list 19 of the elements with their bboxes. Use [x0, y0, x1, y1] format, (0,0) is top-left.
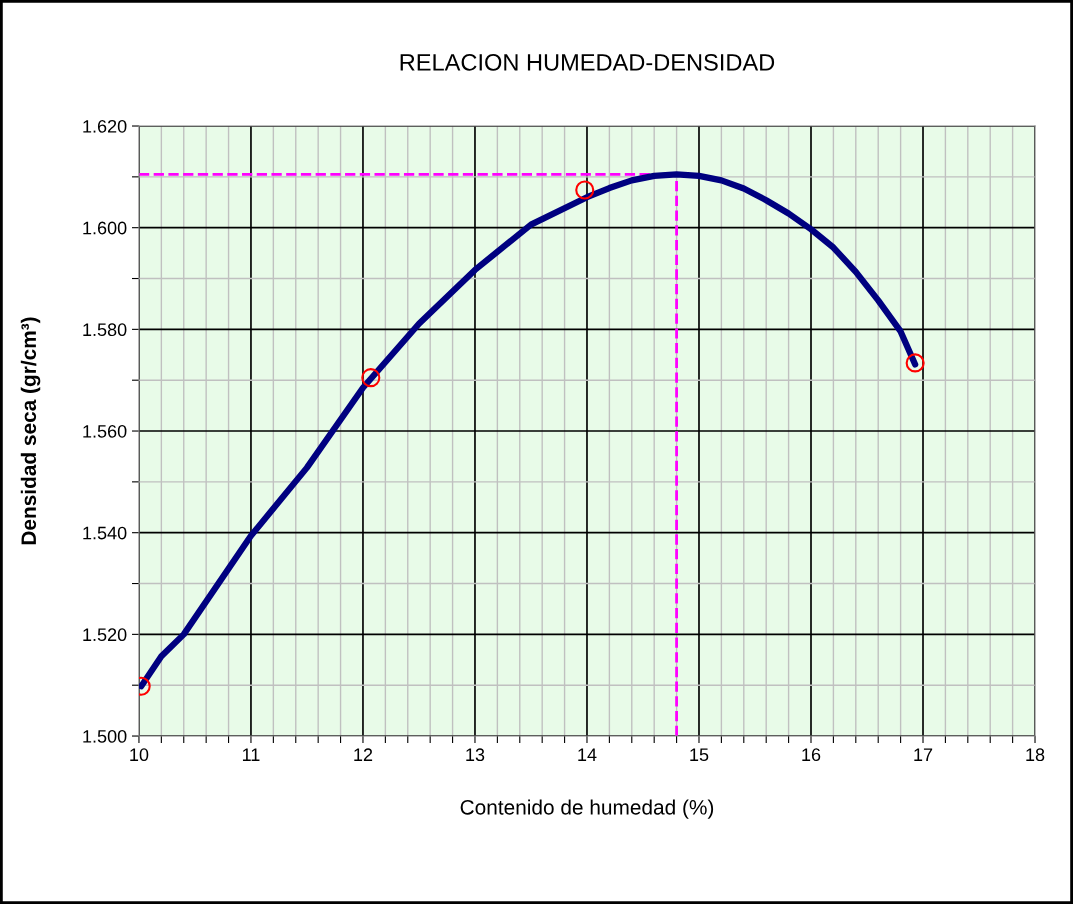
x-tick-label: 13 — [466, 748, 485, 762]
y-tick-label: 1.600 — [83, 221, 127, 235]
y-tick-label: 1.620 — [83, 119, 127, 133]
y-tick-label: 1.540 — [83, 526, 127, 540]
y-tick-label: 1.520 — [83, 628, 127, 642]
x-tick-label: 12 — [354, 748, 373, 761]
x-axis-title: Contenido de humedad (%) — [460, 799, 714, 819]
x-tick-label: 10 — [130, 748, 149, 762]
x-tick-label: 11 — [242, 748, 260, 761]
y-axis-title: Densidad seca (gr/cm³) — [20, 317, 41, 545]
chart-title: RELACION HUMEDAD-DENSIDAD — [400, 53, 775, 71]
x-tick-label: 18 — [1026, 748, 1045, 762]
x-tick-label: 16 — [802, 748, 821, 762]
x-tick-label: 14 — [578, 748, 597, 761]
y-tick-label: 1.500 — [83, 729, 127, 743]
y-tick-label: 1.580 — [83, 323, 127, 337]
x-tick-label: 17 — [914, 748, 933, 761]
y-tick-label: 1.560 — [83, 424, 127, 438]
x-tick-label: 15 — [690, 748, 709, 762]
